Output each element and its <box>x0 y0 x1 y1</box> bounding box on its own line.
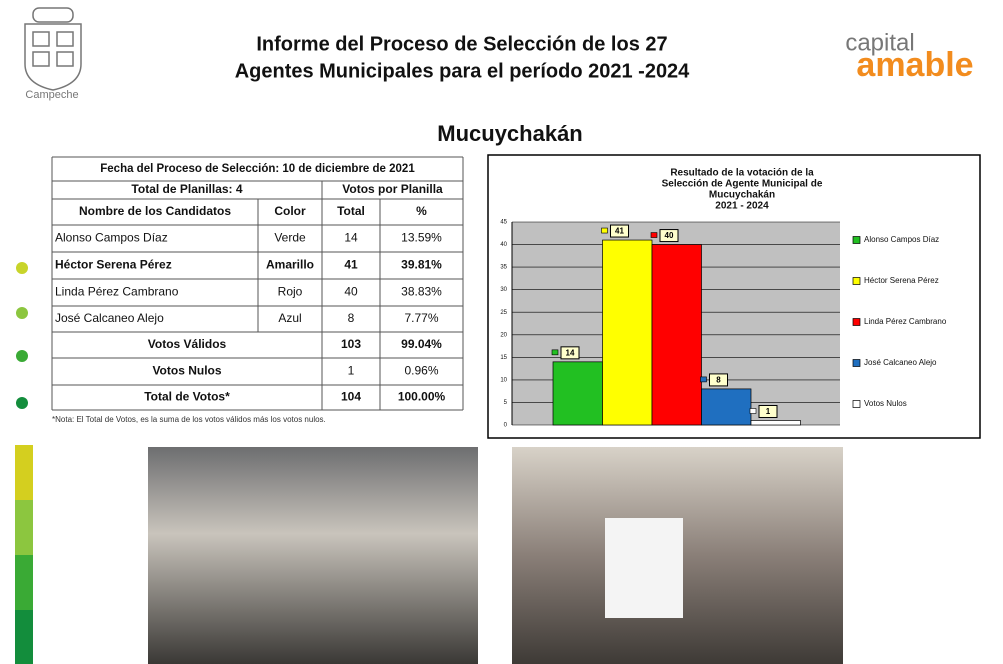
y-tick-label: 20 <box>500 332 507 338</box>
legend-key <box>852 318 861 326</box>
side-bar <box>15 445 33 664</box>
legend-key <box>852 359 861 367</box>
y-tick-label: 25 <box>500 310 507 316</box>
data-label: 8 <box>716 376 721 385</box>
table-cell: % <box>416 204 427 218</box>
y-tick-label: 30 <box>500 287 507 293</box>
chart-title: 2021 - 2024 <box>715 201 769 212</box>
y-tick-label: 40 <box>500 242 507 248</box>
table-cell: Héctor Serena Pérez <box>55 258 172 272</box>
bar <box>651 244 702 426</box>
table-cell: Color <box>274 204 306 218</box>
photo-poster <box>605 518 683 618</box>
table-cell: Linda Pérez Cambrano <box>55 285 179 299</box>
table-cell: Votos Válidos <box>148 337 227 351</box>
table-cell: 1 <box>348 364 355 378</box>
table-cell: Total de Planillas: 4 <box>131 182 242 196</box>
table-cell: 14 <box>344 231 358 245</box>
table-cell: Azul <box>278 311 301 325</box>
legend-label: Héctor Serena Pérez <box>864 276 939 285</box>
bar <box>750 420 801 426</box>
legend-label: Votos Nulos <box>864 399 907 408</box>
legend-key <box>852 277 861 285</box>
chart-title: Resultado de la votación de la <box>670 168 814 179</box>
data-label-box <box>610 224 629 238</box>
table-cell: 7.77% <box>404 311 438 325</box>
table-cell: 40 <box>344 285 358 299</box>
table-cell: 38.83% <box>401 285 442 299</box>
data-label-box <box>709 373 728 387</box>
bar <box>701 388 752 426</box>
y-tick-label: 45 <box>500 220 507 226</box>
data-label: 1 <box>766 407 771 416</box>
data-label-box <box>758 404 778 418</box>
table-cell: 99.04% <box>401 337 442 351</box>
data-label-box <box>560 346 580 360</box>
data-label: 41 <box>615 227 624 236</box>
y-tick-label: 15 <box>500 355 507 361</box>
data-label-key <box>601 227 608 234</box>
data-label-key <box>650 232 658 238</box>
legend-label: Linda Pérez Cambrano <box>864 317 947 326</box>
logo <box>24 7 82 91</box>
table-cell: 39.81% <box>401 258 442 272</box>
brand-top: capital <box>845 29 914 56</box>
table-cell: Fecha del Proceso de Selección: 10 de di… <box>100 163 415 175</box>
table-cell: Verde <box>274 231 306 245</box>
table-cell: 0.96% <box>404 364 438 378</box>
legend-label: José Calcaneo Alejo <box>864 358 937 367</box>
table-cell: Total de Votos* <box>144 390 230 404</box>
y-tick-label: 10 <box>500 377 507 383</box>
subtitle: Mucuychakán <box>437 121 583 146</box>
y-tick-label: 5 <box>504 400 508 406</box>
bar <box>602 239 653 426</box>
note: *Nota: El Total de Votos, es la suma de … <box>52 415 326 424</box>
data-label-box <box>659 229 679 243</box>
table-cell: 13.59% <box>401 231 442 245</box>
table-cell: Votos Nulos <box>152 364 221 378</box>
brand-bottom: amable <box>856 46 973 84</box>
legend-key <box>852 400 861 408</box>
table-cell: 103 <box>341 337 361 351</box>
legend-key <box>852 236 861 244</box>
bar <box>552 361 603 426</box>
table-cell: Nombre de los Candidatos <box>79 204 231 218</box>
table-cell: Votos por Planilla <box>342 182 443 196</box>
data-label: 40 <box>665 231 674 240</box>
table-cell: 8 <box>348 311 355 325</box>
data-label-key <box>551 349 559 356</box>
table-cell: Total <box>337 204 365 218</box>
table-cell: José Calcaneo Alejo <box>55 311 164 325</box>
y-tick-label: 35 <box>500 265 507 271</box>
data-label-key <box>700 376 707 383</box>
table-cell: Amarillo <box>266 258 314 272</box>
title-line: Agentes Municipales para el período 2021… <box>235 60 690 82</box>
photo <box>148 447 478 664</box>
title-line: Informe del Proceso de Selección de los … <box>256 33 667 55</box>
side-dots <box>16 262 28 409</box>
table-cell: Alonso Campos Díaz <box>55 231 168 245</box>
data-label-key <box>749 408 757 414</box>
y-tick-label: 0 <box>504 423 508 429</box>
table-cell: 100.00% <box>398 390 446 404</box>
chart-title: Selección de Agente Municipal de <box>662 179 823 190</box>
legend-label: Alonso Campos Díaz <box>864 235 939 244</box>
chart-title: Mucuychakán <box>709 190 775 201</box>
table-cell: Rojo <box>278 285 303 299</box>
table-cell: 104 <box>341 390 361 404</box>
data-label: 14 <box>566 348 575 357</box>
logo-text: Campeche <box>25 89 78 101</box>
table-cell: 41 <box>344 258 358 272</box>
